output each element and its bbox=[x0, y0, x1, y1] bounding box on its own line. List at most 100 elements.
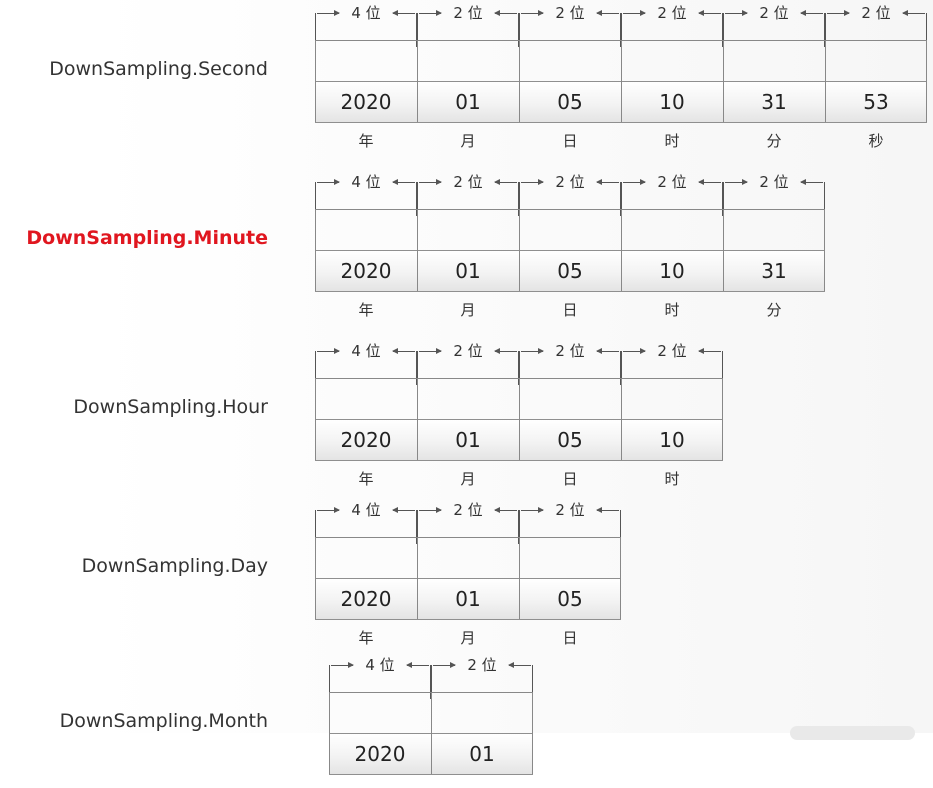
bracket-right-tick bbox=[722, 351, 723, 385]
segment-header-box bbox=[431, 692, 533, 733]
arrow-right-icon bbox=[521, 10, 544, 16]
arrow-left-icon bbox=[494, 507, 517, 513]
segment-divider bbox=[620, 537, 621, 619]
digit-count-label: 4 位 bbox=[351, 342, 381, 360]
floating-scroll-pill[interactable] bbox=[790, 726, 915, 740]
segment-column: 2 位 10 时 bbox=[621, 342, 723, 488]
segment-divider bbox=[431, 692, 432, 774]
bracket-left-tick bbox=[315, 182, 316, 216]
segment-divider bbox=[417, 537, 418, 619]
digit-count-label: 2 位 bbox=[555, 342, 585, 360]
segment-column: 4 位 2020 年 bbox=[315, 501, 417, 647]
segment-header-box bbox=[315, 209, 417, 250]
arrow-left-icon bbox=[392, 348, 415, 354]
bracket-left-tick bbox=[329, 665, 330, 699]
downsampling-row: DownSampling.Day 4 位 2020 年 2 位 01 月 2 位 05 日 bbox=[0, 501, 933, 647]
segment-divider bbox=[621, 209, 622, 291]
bracket-left-tick bbox=[315, 13, 316, 47]
segment-divider bbox=[315, 537, 316, 619]
time-unit-label: 时 bbox=[664, 470, 680, 488]
segment-header-box bbox=[315, 378, 417, 419]
bracket-right-tick bbox=[824, 13, 825, 47]
bracket-left-tick bbox=[825, 13, 826, 47]
time-unit-label: 月 bbox=[460, 301, 476, 319]
segment-header-box bbox=[519, 40, 621, 81]
segment-group: 4 位 2020 年 2 位 01 月 2 位 05 日 2 位 10 时 2 位 31 分 bbox=[315, 173, 825, 319]
segment-divider bbox=[417, 209, 418, 291]
bracket-left-tick bbox=[723, 182, 724, 216]
arrow-right-icon bbox=[623, 179, 646, 185]
segment-value-cell: 01 bbox=[417, 81, 519, 123]
digit-count-label: 2 位 bbox=[453, 501, 483, 519]
segment-header-box bbox=[417, 378, 519, 419]
bracket-left-tick bbox=[417, 510, 418, 544]
bracket-left-tick bbox=[519, 13, 520, 47]
segment-header-box bbox=[417, 40, 519, 81]
segment-header-box bbox=[315, 537, 417, 578]
bracket-right-tick bbox=[532, 665, 533, 699]
time-unit-label: 日 bbox=[562, 629, 578, 647]
segment-column: 2 位 31 分 bbox=[723, 4, 825, 150]
bracket-right-tick bbox=[518, 13, 519, 47]
time-unit-label: 时 bbox=[664, 301, 680, 319]
digit-count-label: 2 位 bbox=[467, 656, 497, 674]
time-unit-label: 月 bbox=[460, 132, 476, 150]
time-unit-label: 日 bbox=[562, 470, 578, 488]
downsampling-row: DownSampling.Hour 4 位 2020 年 2 位 01 月 2 位 05 日 2 位… bbox=[0, 342, 933, 488]
arrow-left-icon bbox=[698, 10, 721, 16]
segment-column: 2 位 01 bbox=[431, 656, 533, 788]
row-label: DownSampling.Second bbox=[49, 58, 268, 80]
bracket-left-tick bbox=[519, 510, 520, 544]
bracket-right-tick bbox=[926, 13, 927, 47]
bracket-right-tick bbox=[518, 510, 519, 544]
bracket-right-tick bbox=[416, 13, 417, 47]
bracket-right-tick bbox=[620, 182, 621, 216]
time-unit-label: 日 bbox=[562, 301, 578, 319]
segment-divider bbox=[329, 692, 330, 774]
arrow-right-icon bbox=[623, 348, 646, 354]
segment-group: 4 位 2020 2 位 01 bbox=[329, 656, 533, 788]
downsampling-row: DownSampling.Minute 4 位 2020 年 2 位 01 月 2 位 05 日 2… bbox=[0, 173, 933, 319]
segment-value-cell: 05 bbox=[519, 250, 621, 292]
segment-value-cell: 01 bbox=[417, 250, 519, 292]
time-unit-label: 时 bbox=[664, 132, 680, 150]
segment-column: 4 位 2020 年 bbox=[315, 173, 417, 319]
segment-column: 2 位 01 月 bbox=[417, 342, 519, 488]
segment-header-box bbox=[723, 40, 825, 81]
arrow-left-icon bbox=[392, 179, 415, 185]
segment-value-cell: 10 bbox=[621, 419, 723, 461]
arrow-right-icon bbox=[331, 662, 354, 668]
segment-divider bbox=[723, 40, 724, 122]
bracket-right-tick bbox=[416, 510, 417, 544]
segment-column: 4 位 2020 年 bbox=[315, 342, 417, 488]
segment-divider bbox=[621, 40, 622, 122]
segment-column: 2 位 53 秒 bbox=[825, 4, 927, 150]
segment-value-cell: 05 bbox=[519, 578, 621, 620]
bracket-right-tick bbox=[518, 351, 519, 385]
segment-divider bbox=[825, 40, 826, 122]
segment-header-box bbox=[723, 209, 825, 250]
bracket-left-tick bbox=[315, 510, 316, 544]
segment-divider bbox=[519, 209, 520, 291]
segment-column: 2 位 05 日 bbox=[519, 342, 621, 488]
time-unit-label: 年 bbox=[358, 132, 374, 150]
bracket-left-tick bbox=[621, 351, 622, 385]
segment-value-cell: 2020 bbox=[315, 250, 417, 292]
segment-header-box bbox=[519, 378, 621, 419]
segment-column: 2 位 05 日 bbox=[519, 501, 621, 647]
segment-value-cell: 01 bbox=[431, 733, 533, 775]
segment-group: 4 位 2020 年 2 位 01 月 2 位 05 日 2 位 10 时 bbox=[315, 342, 723, 488]
bracket-right-tick bbox=[620, 351, 621, 385]
arrow-right-icon bbox=[419, 507, 442, 513]
time-unit-label: 分 bbox=[766, 301, 782, 319]
digit-count-label: 4 位 bbox=[351, 173, 381, 191]
arrow-left-icon bbox=[406, 662, 429, 668]
digit-count-label: 2 位 bbox=[453, 342, 483, 360]
segment-header-box bbox=[519, 209, 621, 250]
bracket-right-tick bbox=[416, 351, 417, 385]
row-label: DownSampling.Hour bbox=[73, 396, 268, 418]
arrow-left-icon bbox=[596, 179, 619, 185]
arrow-left-icon bbox=[800, 10, 823, 16]
segment-value-cell: 2020 bbox=[315, 578, 417, 620]
arrow-left-icon bbox=[698, 179, 721, 185]
